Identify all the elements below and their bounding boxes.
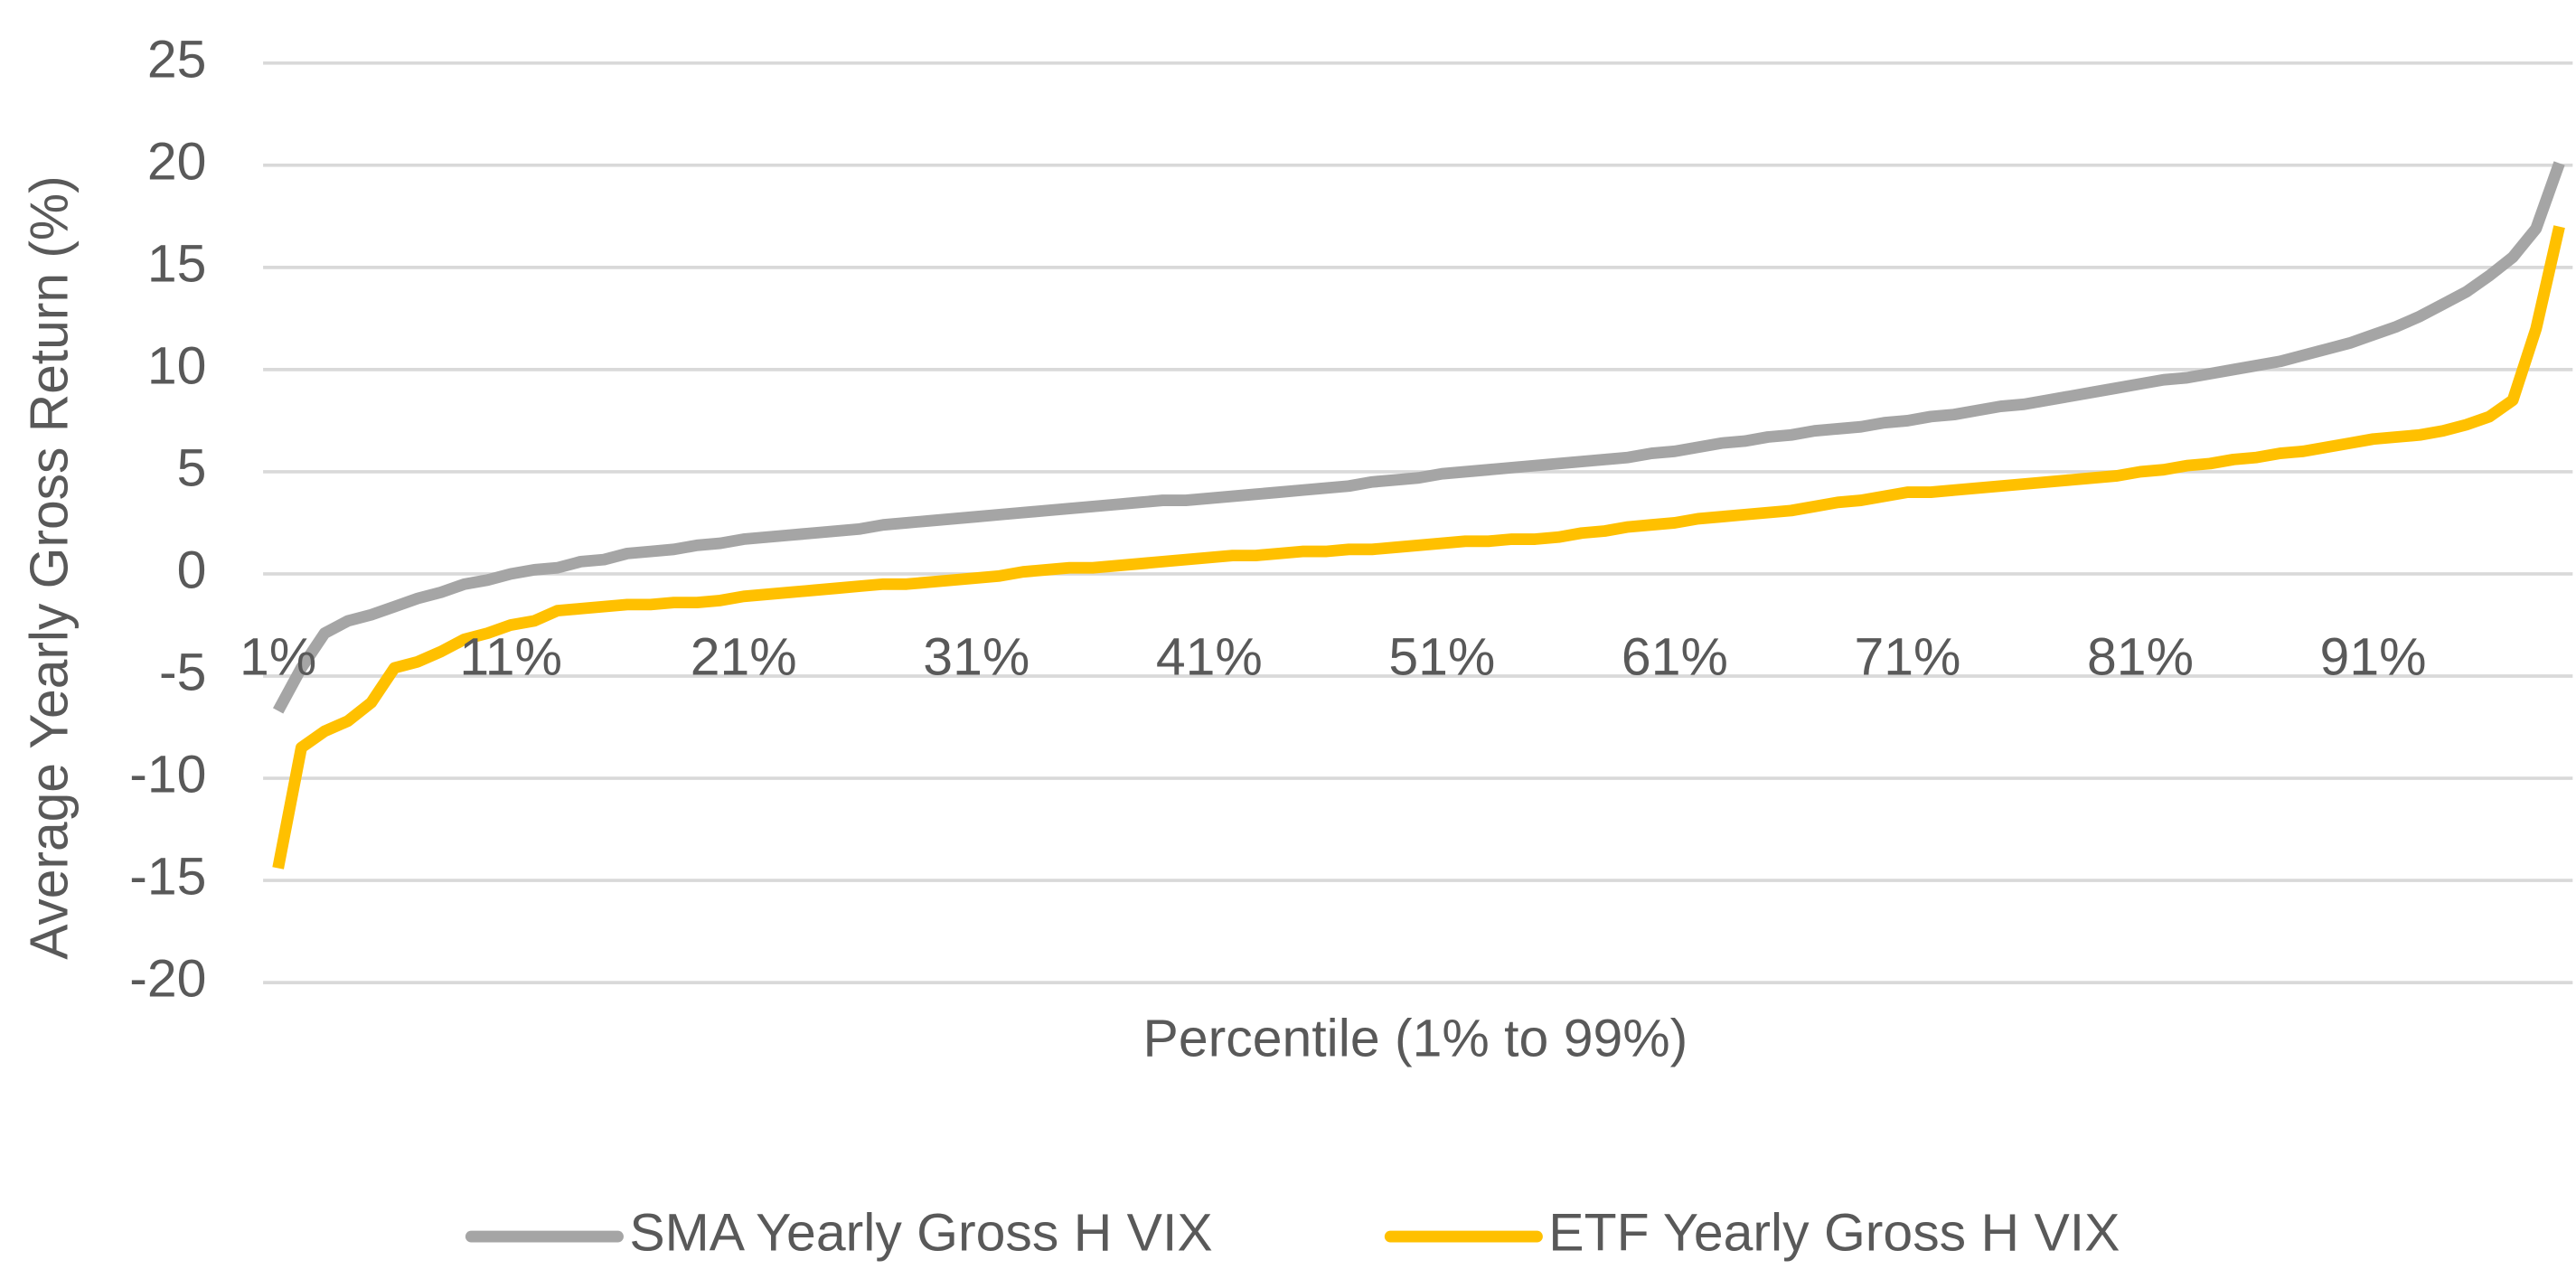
x-tick-label: 41% — [1156, 627, 1263, 686]
x-axis-title: Percentile (1% to 99%) — [1143, 1010, 1688, 1068]
y-tick-label: -20 — [129, 950, 206, 1009]
y-tick-label: -5 — [159, 644, 206, 702]
x-tick-label: 31% — [923, 627, 1029, 686]
series-line — [272, 225, 2565, 870]
legend-label: ETF Yearly Gross H VIX — [1548, 1204, 2120, 1263]
x-tick-label: 71% — [1854, 627, 1960, 686]
y-tick-label: 15 — [147, 234, 207, 293]
series-line — [272, 161, 2565, 714]
y-tick-label: 0 — [177, 541, 207, 600]
y-tick-label: 10 — [147, 336, 207, 395]
y-tick-label: 5 — [177, 439, 207, 498]
y-tick-label: -10 — [129, 746, 206, 804]
x-tick-label: 51% — [1388, 627, 1495, 686]
y-axis-title: Average Yearly Gross Return (%) — [20, 175, 79, 960]
y-tick-label: -15 — [129, 848, 206, 907]
legend-label: SMA Yearly Gross H VIX — [629, 1204, 1212, 1263]
y-tick-label: 25 — [147, 30, 207, 89]
x-tick-label: 81% — [2087, 627, 2194, 686]
x-tick-label: 91% — [2320, 627, 2427, 686]
x-tick-label: 1% — [240, 627, 316, 686]
x-tick-label: 61% — [1622, 627, 1728, 686]
x-tick-label: 21% — [691, 627, 797, 686]
y-tick-label: 20 — [147, 132, 207, 191]
x-tick-label: 11% — [459, 627, 562, 686]
